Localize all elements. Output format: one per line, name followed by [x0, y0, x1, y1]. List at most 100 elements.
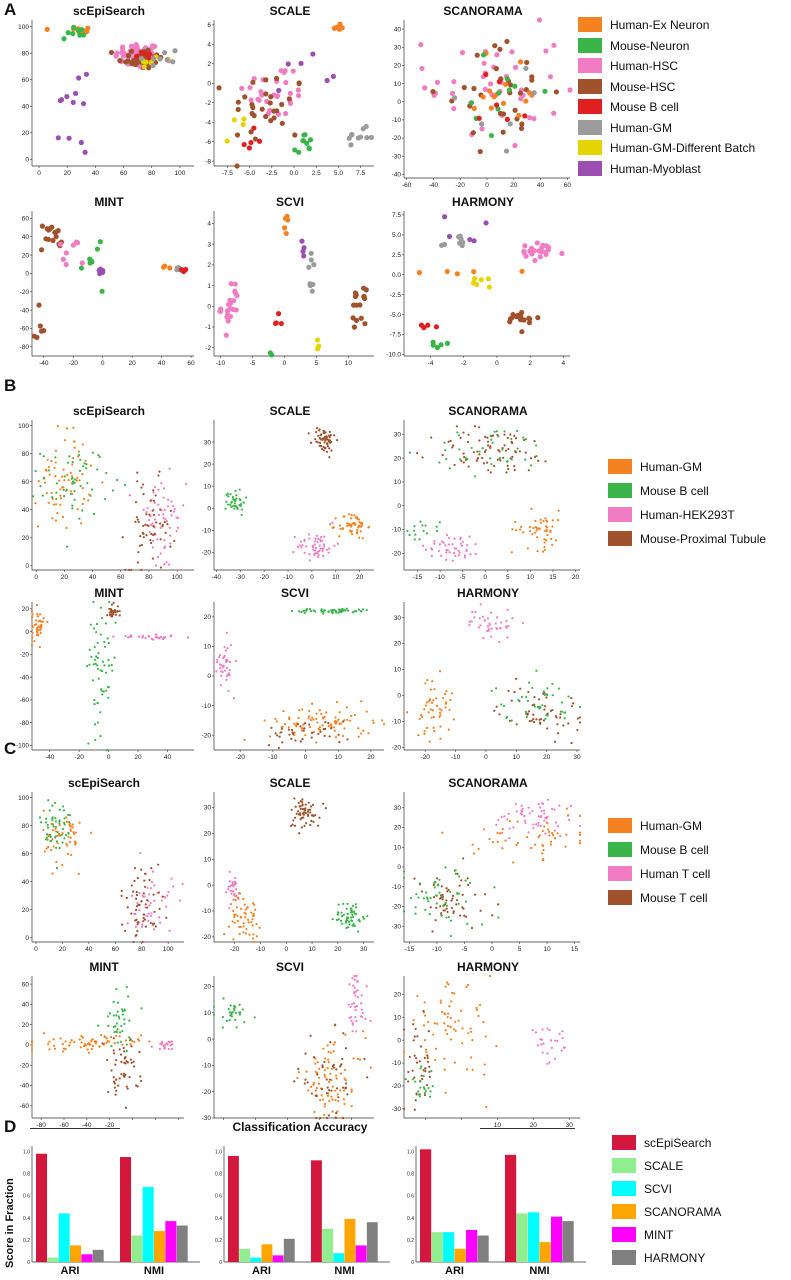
- y-tick-label: -2.5: [390, 292, 402, 299]
- scatter-point: [448, 708, 451, 711]
- scatter-point: [432, 1033, 435, 1036]
- scatter-point: [312, 548, 315, 551]
- scatter-point: [251, 125, 257, 131]
- scatter-point: [317, 434, 320, 437]
- scatter-point: [414, 1027, 417, 1030]
- scatter-point: [402, 876, 406, 880]
- scatter-point: [440, 894, 443, 897]
- scatter-point: [227, 885, 230, 888]
- scatter-point: [309, 288, 315, 294]
- scatter-point: [307, 808, 310, 811]
- scatter-point: [217, 655, 221, 659]
- scatter-point: [243, 903, 246, 906]
- scatter-point: [559, 250, 565, 257]
- scatter-point: [148, 530, 151, 534]
- scatter-point: [309, 610, 313, 613]
- scatter-point: [88, 663, 91, 666]
- x-tick-label: -80: [36, 1122, 46, 1129]
- scatter-point: [316, 541, 319, 544]
- scatter-point: [132, 940, 135, 944]
- scatter-point: [556, 723, 559, 726]
- scatter-point: [84, 1044, 88, 1047]
- scatter-point: [443, 441, 446, 444]
- x-tick-label: 20: [572, 574, 580, 581]
- scatter-point: [445, 457, 448, 461]
- scatter-point: [532, 718, 535, 721]
- scatter-point: [148, 519, 151, 522]
- scatter-point: [176, 568, 179, 572]
- scatter-point: [497, 903, 500, 906]
- scatter-point: [467, 433, 470, 436]
- scatter-point: [70, 475, 74, 478]
- scatter-point: [449, 698, 452, 701]
- scatter-point: [522, 436, 525, 439]
- scatter-point: [420, 1074, 423, 1077]
- scatter-point: [152, 499, 155, 502]
- y-tick-label: 0.4: [215, 1216, 222, 1222]
- scatter-point: [156, 636, 159, 639]
- scatter-point: [299, 725, 302, 728]
- scatter-point: [567, 722, 570, 725]
- scatter-point: [310, 736, 313, 739]
- scatter-point: [227, 495, 230, 498]
- scatter-point: [331, 608, 335, 612]
- scatter-point: [463, 914, 466, 917]
- scatter-point: [455, 903, 458, 906]
- scatter-point: [351, 977, 354, 980]
- scatter-point: [99, 734, 102, 738]
- scatter-point: [331, 610, 334, 613]
- scatter-point: [52, 503, 55, 506]
- scatter-point: [89, 1043, 92, 1046]
- scatter-point: [107, 1024, 110, 1027]
- scatter-point: [301, 804, 304, 807]
- scatter-point: [307, 801, 310, 804]
- scatter-point: [64, 1047, 67, 1051]
- scatter-point: [116, 605, 120, 608]
- scatter-point: [446, 1012, 450, 1015]
- scatter-point: [242, 501, 245, 504]
- scatter-point: [350, 1104, 353, 1108]
- scatter-point: [246, 145, 252, 151]
- scatter-point: [305, 1070, 308, 1073]
- scatter-point: [500, 129, 506, 135]
- scatter-point: [304, 140, 310, 146]
- scatter-point: [159, 522, 162, 525]
- subplot-title: HARMONY: [457, 960, 519, 974]
- scatter-point: [358, 315, 364, 321]
- scatter-point: [252, 912, 255, 916]
- scatter-point: [534, 519, 537, 522]
- scatter-point: [493, 709, 496, 712]
- scatter-point: [331, 526, 334, 529]
- scatter-point: [317, 537, 320, 540]
- scatter-point: [301, 544, 304, 547]
- scatter-point: [72, 90, 79, 97]
- scatter-point: [97, 266, 104, 272]
- scatter-point: [417, 734, 420, 737]
- scatter-point: [97, 677, 100, 680]
- scatter-point: [65, 842, 68, 845]
- scatter-point: [325, 1116, 329, 1120]
- scatter-point: [136, 518, 139, 521]
- scatter-point: [255, 923, 258, 926]
- scatter-point: [456, 892, 459, 895]
- scatter-point: [445, 551, 448, 554]
- scatter-point: [66, 844, 69, 847]
- scatter-point: [544, 517, 547, 520]
- scatter-point: [238, 504, 241, 507]
- scatter-point: [439, 905, 442, 908]
- scatter-point: [251, 937, 255, 940]
- scatter-point: [551, 42, 557, 48]
- scatter-point: [138, 892, 141, 895]
- scatter-point: [299, 238, 305, 244]
- scatter-point: [67, 831, 70, 835]
- scatter-point: [449, 1026, 452, 1029]
- scatter-point: [507, 82, 514, 88]
- scatter-point: [225, 318, 231, 324]
- x-tick-label: 60: [187, 360, 195, 367]
- scatter-point: [229, 1004, 232, 1007]
- scatter-point: [471, 1038, 474, 1042]
- scatter-point: [113, 1052, 116, 1055]
- scatter-point: [322, 802, 325, 805]
- y-tick-label: 40: [394, 26, 402, 33]
- scatter-point: [247, 921, 250, 924]
